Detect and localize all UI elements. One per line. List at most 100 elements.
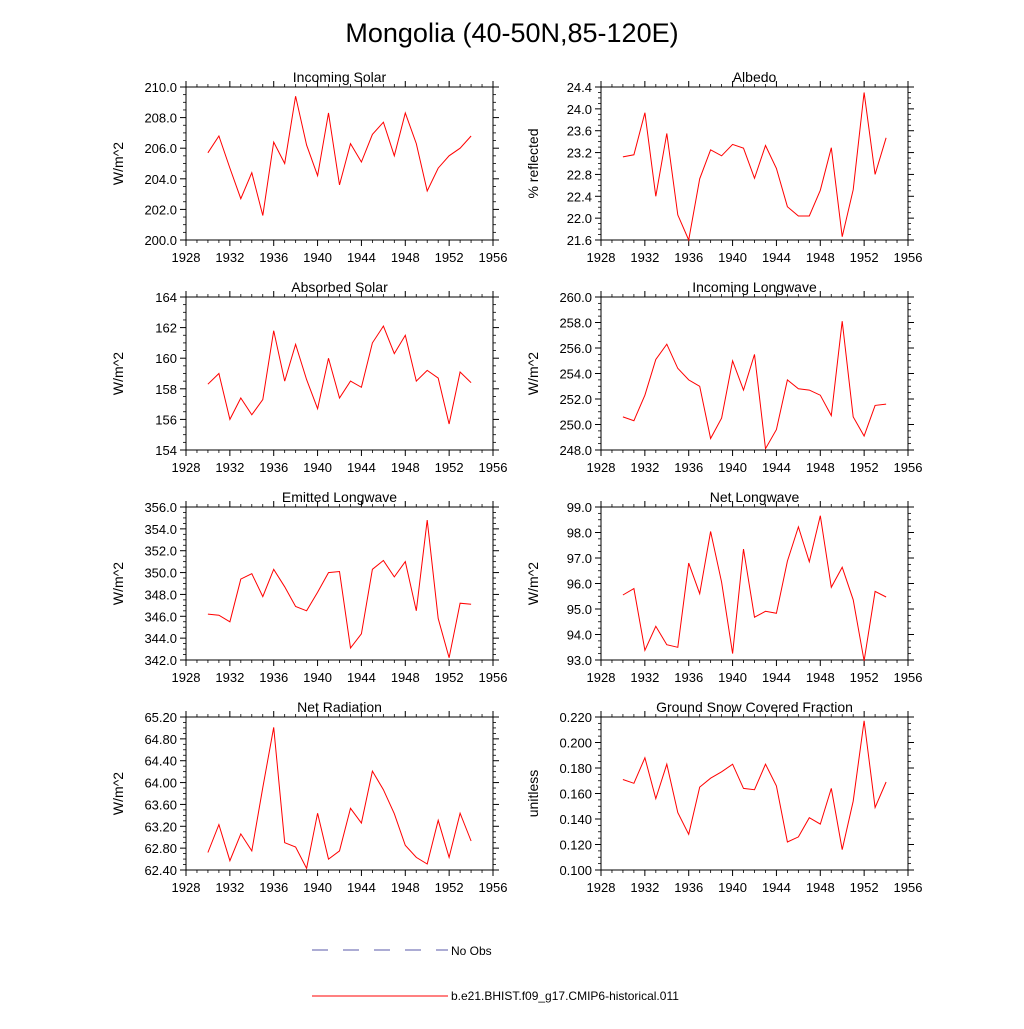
x-tick-label: 1932 (630, 460, 659, 475)
series-line-model (207, 727, 472, 870)
y-tick-label: 22.8 (567, 167, 592, 182)
x-tick-label: 1948 (391, 250, 420, 265)
y-tick-label: 352.0 (144, 544, 177, 559)
legend: No Obs b.e21.BHIST.f09_g17.CMIP6-histori… (312, 944, 679, 1003)
chart-panels: Incoming Solar W/m^2 1928 1932 1936 1940 1944 1… (110, 69, 922, 895)
y-tick-label: 0.180 (559, 761, 592, 776)
x-tick-label: 1952 (435, 250, 464, 265)
x-tick-label: 1944 (762, 250, 791, 265)
page-title: Mongolia (40-50N,85-120E) (345, 18, 678, 48)
y-tick-label: 24.4 (567, 80, 592, 95)
x-tick-label: 1936 (259, 250, 288, 265)
y-tick-label: 62.40 (144, 863, 177, 878)
y-tick-label: 64.40 (144, 754, 177, 769)
chart-emitted-longwave: Emitted Longwave W/m^2 1928 1932 1936 1940 194… (110, 489, 507, 685)
x-tick-label: 1952 (435, 880, 464, 895)
chart-incoming-solar: Incoming Solar W/m^2 1928 1932 1936 1940 1944 1… (110, 69, 507, 265)
chart-albedo: Albedo % reflected 1928 1932 1936 1940 1944 194… (525, 69, 922, 265)
x-tick-label: 1944 (347, 460, 376, 475)
x-tick-label: 1932 (630, 250, 659, 265)
y-tick-label: 154 (155, 443, 177, 458)
y-axis-label: % reflected (525, 128, 541, 198)
y-axis-label: W/m^2 (110, 772, 126, 815)
chart-incoming-longwave: Incoming Longwave W/m^2 1928 1932 1936 1940 19… (525, 279, 922, 475)
x-tick-label: 1940 (303, 880, 332, 895)
x-tick-label: 1940 (303, 670, 332, 685)
y-tick-label: 210.0 (144, 80, 177, 95)
y-tick-label: 208.0 (144, 111, 177, 126)
series-line-model (207, 325, 472, 425)
chart-net-longwave: Net Longwave W/m^2 1928 1932 1936 1940 1944 194… (525, 489, 922, 685)
y-tick-label: 0.220 (559, 710, 592, 725)
y-tick-label: 250.0 (559, 418, 592, 433)
x-tick-label: 1936 (259, 670, 288, 685)
chart-title: Incoming Longwave (692, 279, 817, 295)
x-tick-label: 1952 (435, 460, 464, 475)
x-tick-label: 1928 (587, 460, 616, 475)
plot-frame (185, 716, 494, 871)
y-tick-label: 160 (155, 351, 177, 366)
y-tick-label: 22.4 (567, 189, 592, 204)
y-tick-label: 342.0 (144, 653, 177, 668)
y-tick-label: 97.0 (567, 551, 592, 566)
series-line-model (622, 720, 887, 850)
x-tick-label: 1956 (894, 880, 923, 895)
x-tick-label: 1952 (850, 670, 879, 685)
y-tick-label: 350.0 (144, 566, 177, 581)
y-tick-label: 94.0 (567, 628, 592, 643)
x-tick-label: 1928 (587, 670, 616, 685)
y-tick-label: 98.0 (567, 526, 592, 541)
series-line-model (207, 520, 472, 658)
x-tick-label: 1948 (806, 250, 835, 265)
x-tick-label: 1932 (630, 670, 659, 685)
y-tick-label: 348.0 (144, 587, 177, 602)
y-tick-label: 0.200 (559, 736, 592, 751)
y-axis-label: W/m^2 (110, 142, 126, 185)
chart-ground-snow-covered-fraction: Ground Snow Covered Fraction unitless 1928… (525, 699, 922, 895)
y-tick-label: 254.0 (559, 367, 592, 382)
x-tick-label: 1956 (894, 250, 923, 265)
y-tick-label: 260.0 (559, 290, 592, 305)
y-tick-label: 252.0 (559, 392, 592, 407)
x-tick-label: 1936 (259, 880, 288, 895)
y-tick-label: 256.0 (559, 341, 592, 356)
y-tick-label: 63.60 (144, 797, 177, 812)
legend-model-label: b.e21.BHIST.f09_g17.CMIP6-historical.011 (451, 989, 679, 1003)
y-tick-label: 95.0 (567, 602, 592, 617)
series-line-model (207, 96, 472, 216)
y-tick-label: 99.0 (567, 500, 592, 515)
x-tick-label: 1936 (674, 250, 703, 265)
y-tick-label: 22.0 (567, 211, 592, 226)
y-axis-label: W/m^2 (525, 562, 541, 605)
x-tick-label: 1928 (172, 880, 201, 895)
x-tick-label: 1928 (172, 250, 201, 265)
x-tick-label: 1932 (215, 880, 244, 895)
x-tick-label: 1944 (347, 880, 376, 895)
y-tick-label: 346.0 (144, 609, 177, 624)
plot-frame (600, 506, 909, 661)
x-tick-label: 1940 (303, 250, 332, 265)
x-tick-label: 1940 (718, 880, 747, 895)
x-tick-label: 1940 (718, 250, 747, 265)
y-tick-label: 23.2 (567, 146, 592, 161)
y-tick-label: 64.80 (144, 732, 177, 747)
x-tick-label: 1952 (850, 460, 879, 475)
chart-title: Net Longwave (710, 489, 800, 505)
x-tick-label: 1956 (479, 250, 508, 265)
y-axis-label: unitless (525, 770, 541, 817)
x-tick-label: 1928 (587, 880, 616, 895)
x-tick-label: 1932 (215, 460, 244, 475)
legend-obs-label: No Obs (451, 944, 492, 958)
x-tick-label: 1936 (674, 460, 703, 475)
x-tick-label: 1956 (894, 670, 923, 685)
x-tick-label: 1944 (762, 880, 791, 895)
y-tick-label: 62.80 (144, 841, 177, 856)
y-tick-label: 0.100 (559, 863, 592, 878)
x-tick-label: 1936 (674, 670, 703, 685)
x-tick-label: 1952 (850, 250, 879, 265)
x-tick-label: 1940 (718, 460, 747, 475)
y-tick-label: 200.0 (144, 233, 177, 248)
x-tick-label: 1948 (806, 460, 835, 475)
x-tick-label: 1956 (479, 670, 508, 685)
